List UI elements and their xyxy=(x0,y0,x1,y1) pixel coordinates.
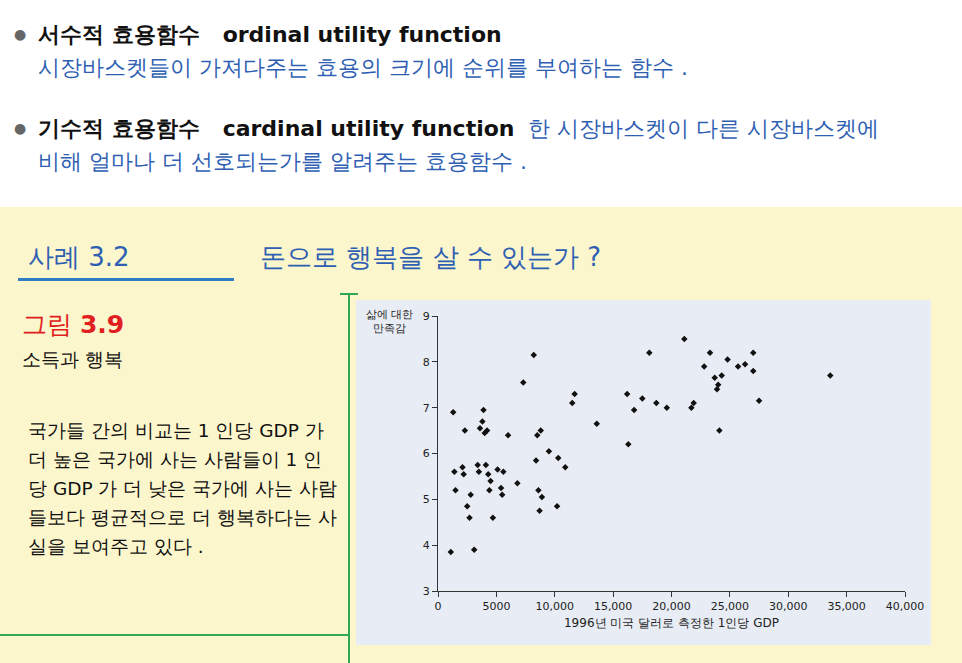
html-text:기수적 효용함수 cardinal utility func: 기수적 효용함수 cardinal utility function xyxy=(38,116,515,141)
html-text:서수적 효용함수 ordinal utility funct: 서수적 효용함수 ordinal utility function xyxy=(38,22,502,47)
svg-text:7: 7 xyxy=(423,402,430,415)
svg-text:0: 0 xyxy=(435,600,442,613)
svg-text:15,000: 15,000 xyxy=(594,600,633,613)
html-text:그림3.9: 그림3.9 xyxy=(22,310,125,339)
html-text:한 시장바스켓이 다른 시장바스켓에 비해 얼마나 더 선호: 한 시장바스켓이 다른 시장바스켓에 비해 얼마나 더 선호되는가를 알려주는 … xyxy=(38,116,880,174)
svg-text:35,000: 35,000 xyxy=(827,600,866,613)
html-text:시장바스켓들이 가져다주는 효용의 크기에 순위를 부여하는: 시장바스켓들이 가져다주는 효용의 크기에 순위를 부여하는 함수 . xyxy=(38,55,688,80)
svg-text:8: 8 xyxy=(423,356,430,369)
html-text:국가들 간의 비교는 1 인당 GDP 가 더 높은 국가에: 국가들 간의 비교는 1 인당 GDP 가 더 높은 국가에 사는 사람들이 1… xyxy=(28,420,337,557)
svg-text:20,000: 20,000 xyxy=(652,600,691,613)
svg-text:9: 9 xyxy=(423,310,430,323)
svg-text:5000: 5000 xyxy=(482,600,510,613)
svg-text:4: 4 xyxy=(423,539,430,552)
svg-text:6: 6 xyxy=(423,447,430,460)
html-text:돈으로 행복을 살 수 있는가 ?: 돈으로 행복을 살 수 있는가 ? xyxy=(260,242,602,272)
svg-text:30,000: 30,000 xyxy=(769,600,808,613)
svg-text:40,000: 40,000 xyxy=(886,600,925,613)
svg-text:삶에 대한만족감: 삶에 대한만족감 xyxy=(366,308,414,335)
svg-text:5: 5 xyxy=(423,493,430,506)
svg-text:25,000: 25,000 xyxy=(711,600,750,613)
svg-text:10,000: 10,000 xyxy=(536,600,575,613)
svg-text:3: 3 xyxy=(423,585,430,598)
svg-text:1996년 미국 달러로 측정한 1인당 GDP: 1996년 미국 달러로 측정한 1인당 GDP xyxy=(564,616,779,630)
html-text:소득과 행복: 소득과 행복 xyxy=(22,348,123,370)
html-text:사례 3.2: 사례 3.2 xyxy=(28,242,130,272)
